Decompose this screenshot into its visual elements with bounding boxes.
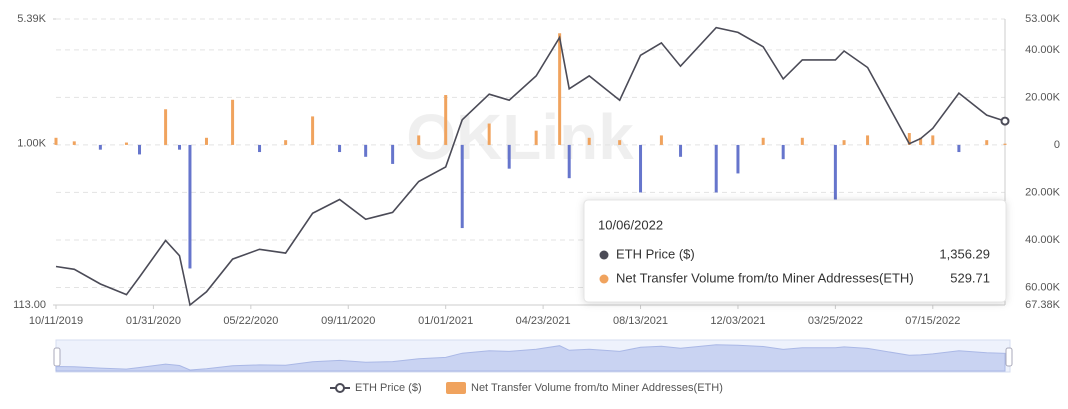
- y2-tick-label: 53.00K: [1025, 13, 1061, 25]
- overview-area: [55, 344, 1006, 372]
- bar: [919, 137, 923, 145]
- x-tick-label: 05/22/2020: [223, 315, 278, 327]
- legend-label[interactable]: Net Transfer Volume from/to Miner Addres…: [471, 382, 723, 394]
- y2-tick-label: 40.00K: [1025, 234, 1061, 246]
- bar: [618, 140, 622, 145]
- bar: [72, 141, 76, 145]
- legend: ETH Price ($) Net Transfer Volume from/t…: [330, 382, 723, 394]
- bar: [364, 144, 368, 157]
- bar: [985, 140, 989, 145]
- tooltip-dot: [599, 250, 609, 260]
- bar: [587, 137, 591, 145]
- bar: [98, 144, 102, 150]
- bar: [639, 144, 643, 193]
- bar: [679, 144, 683, 157]
- bar: [444, 95, 448, 145]
- bar: [558, 33, 562, 145]
- y-tick-label: 5.39K: [17, 13, 46, 25]
- y2-tick-label: 60.00K: [1025, 281, 1061, 293]
- bar: [1003, 143, 1007, 145]
- x-tick-label: 07/15/2022: [905, 315, 960, 327]
- y2-tick-label: 40.00K: [1025, 44, 1061, 56]
- bar: [659, 135, 663, 145]
- price-line: [55, 26, 1006, 307]
- bar: [164, 109, 168, 145]
- bar: [833, 144, 837, 202]
- bar: [567, 144, 571, 179]
- x-tick-label: 09/11/2020: [321, 315, 375, 327]
- bar: [311, 116, 315, 145]
- bar: [957, 144, 961, 153]
- tooltip-value: 529.71: [950, 270, 990, 285]
- watermark: OKLink: [406, 101, 634, 173]
- bar: [736, 144, 740, 174]
- bar: [231, 99, 235, 145]
- tooltip-name: Net Transfer Volume from/to Miner Addres…: [616, 270, 914, 285]
- bar: [258, 144, 262, 153]
- x-tick-label: 04/23/2021: [516, 315, 571, 327]
- legend-swatch: [446, 382, 466, 394]
- bar: [284, 140, 288, 145]
- legend-marker: [335, 383, 345, 393]
- y2-tick-label: 0: [1054, 139, 1060, 151]
- bar: [781, 144, 785, 160]
- bar: [460, 144, 464, 229]
- bar: [124, 142, 128, 145]
- tooltip-box: [583, 199, 1007, 303]
- bar: [391, 144, 395, 164]
- y2-tick-label: 20.00K: [1025, 91, 1061, 103]
- bar: [931, 135, 935, 145]
- bar: [907, 133, 911, 145]
- bar: [866, 135, 870, 145]
- legend-label[interactable]: ETH Price ($): [355, 382, 422, 394]
- tooltip: 10/06/2022 ETH Price ($) 1,356.29 Net Tr…: [583, 199, 1007, 303]
- bar: [417, 135, 421, 145]
- bar: [714, 144, 718, 193]
- y-tick-label: 113.00: [13, 299, 46, 311]
- tooltip-name: ETH Price ($): [616, 246, 695, 261]
- bar: [534, 130, 538, 145]
- x-tick-label: 10/11/2019: [29, 315, 83, 327]
- tooltip-value: 1,356.29: [939, 246, 990, 261]
- bar: [800, 137, 804, 145]
- zoom-handle[interactable]: [53, 347, 61, 367]
- x-tick-label: 12/03/2021: [710, 315, 765, 327]
- x-tick-label: 01/31/2020: [126, 315, 181, 327]
- x-tick-label: 08/13/2021: [613, 315, 668, 327]
- bar: [507, 144, 511, 169]
- bar: [487, 123, 491, 145]
- y2-tick-label: 67.38K: [1025, 299, 1061, 311]
- y2-tick-label: 20.00K: [1025, 186, 1061, 198]
- bar: [54, 137, 58, 145]
- bar: [188, 144, 192, 269]
- bar: [178, 144, 182, 150]
- x-tick-label: 03/25/2022: [808, 315, 863, 327]
- zoom-handle[interactable]: [1005, 347, 1013, 367]
- y-tick-label: 1.00K: [17, 138, 46, 150]
- bar: [761, 137, 765, 145]
- bar: [842, 140, 846, 145]
- bar: [204, 137, 208, 145]
- bar: [138, 144, 142, 155]
- highlight-point: [1000, 116, 1010, 126]
- tooltip-dot: [599, 274, 609, 284]
- plot: 53.00K 40.00K 20.00K 0 20.00K 40.00K 60.00K 67.…: [13, 13, 1060, 327]
- tooltip-date: 10/06/2022: [598, 217, 663, 232]
- x-tick-label: 01/01/2021: [418, 315, 473, 327]
- bar: [338, 144, 342, 153]
